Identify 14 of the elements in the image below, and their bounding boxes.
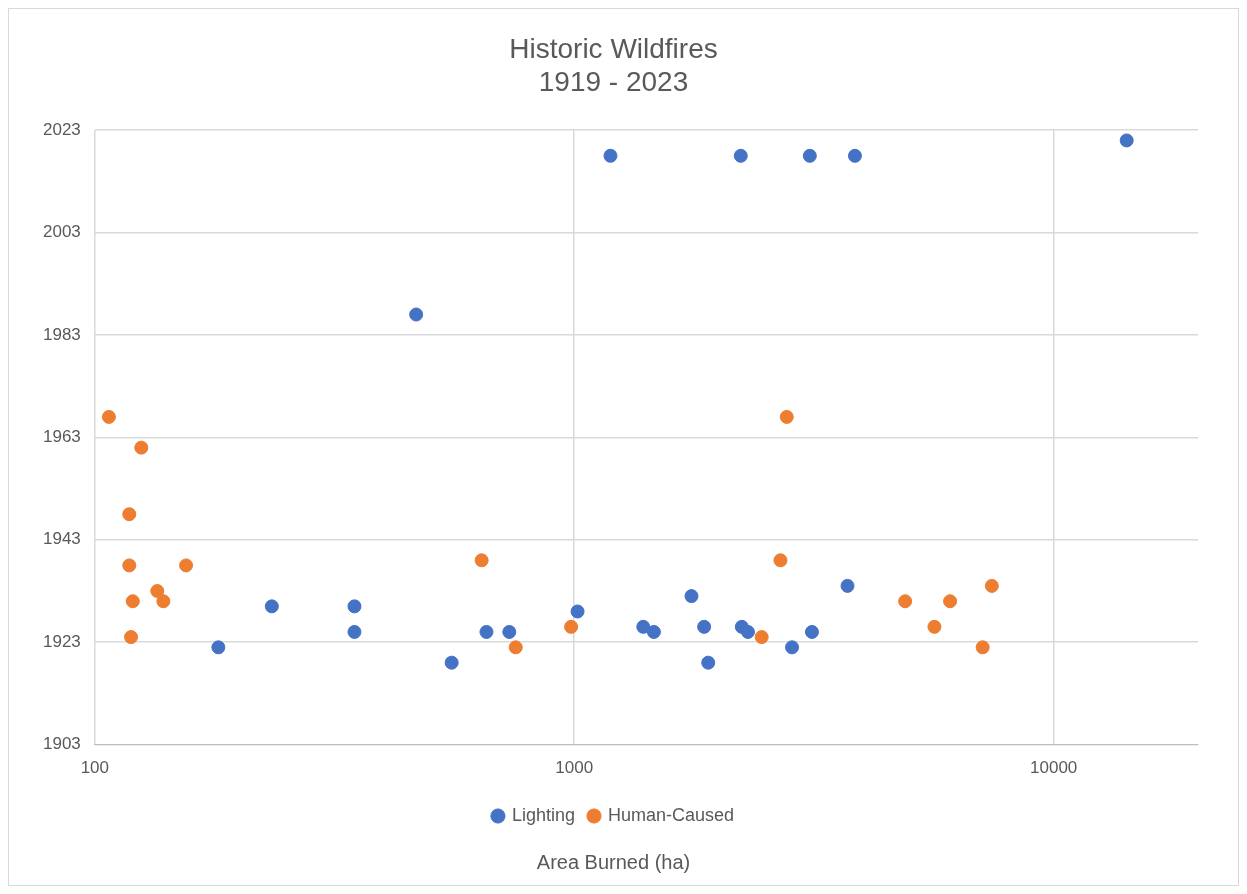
x-tick-label: 100	[80, 758, 110, 778]
legend-label: Human-Caused	[608, 804, 735, 825]
y-tick-label: 1983	[42, 324, 81, 344]
x-tick-label: 10000	[1030, 758, 1078, 778]
chart-title: Historic Wildfires 1919 - 2023	[509, 32, 718, 98]
y-tick-label: 1963	[42, 427, 81, 447]
legend-label: Lighting	[511, 804, 576, 825]
x-tick-label: 1000	[555, 758, 594, 778]
y-tick-label: 1943	[42, 529, 81, 549]
x-axis-title: Area Burned (ha)	[536, 850, 691, 873]
y-tick-label: 1923	[42, 631, 81, 651]
y-tick-label: 1903	[42, 734, 81, 754]
y-tick-label: 2023	[42, 119, 81, 139]
y-tick-label: 2003	[42, 222, 81, 242]
